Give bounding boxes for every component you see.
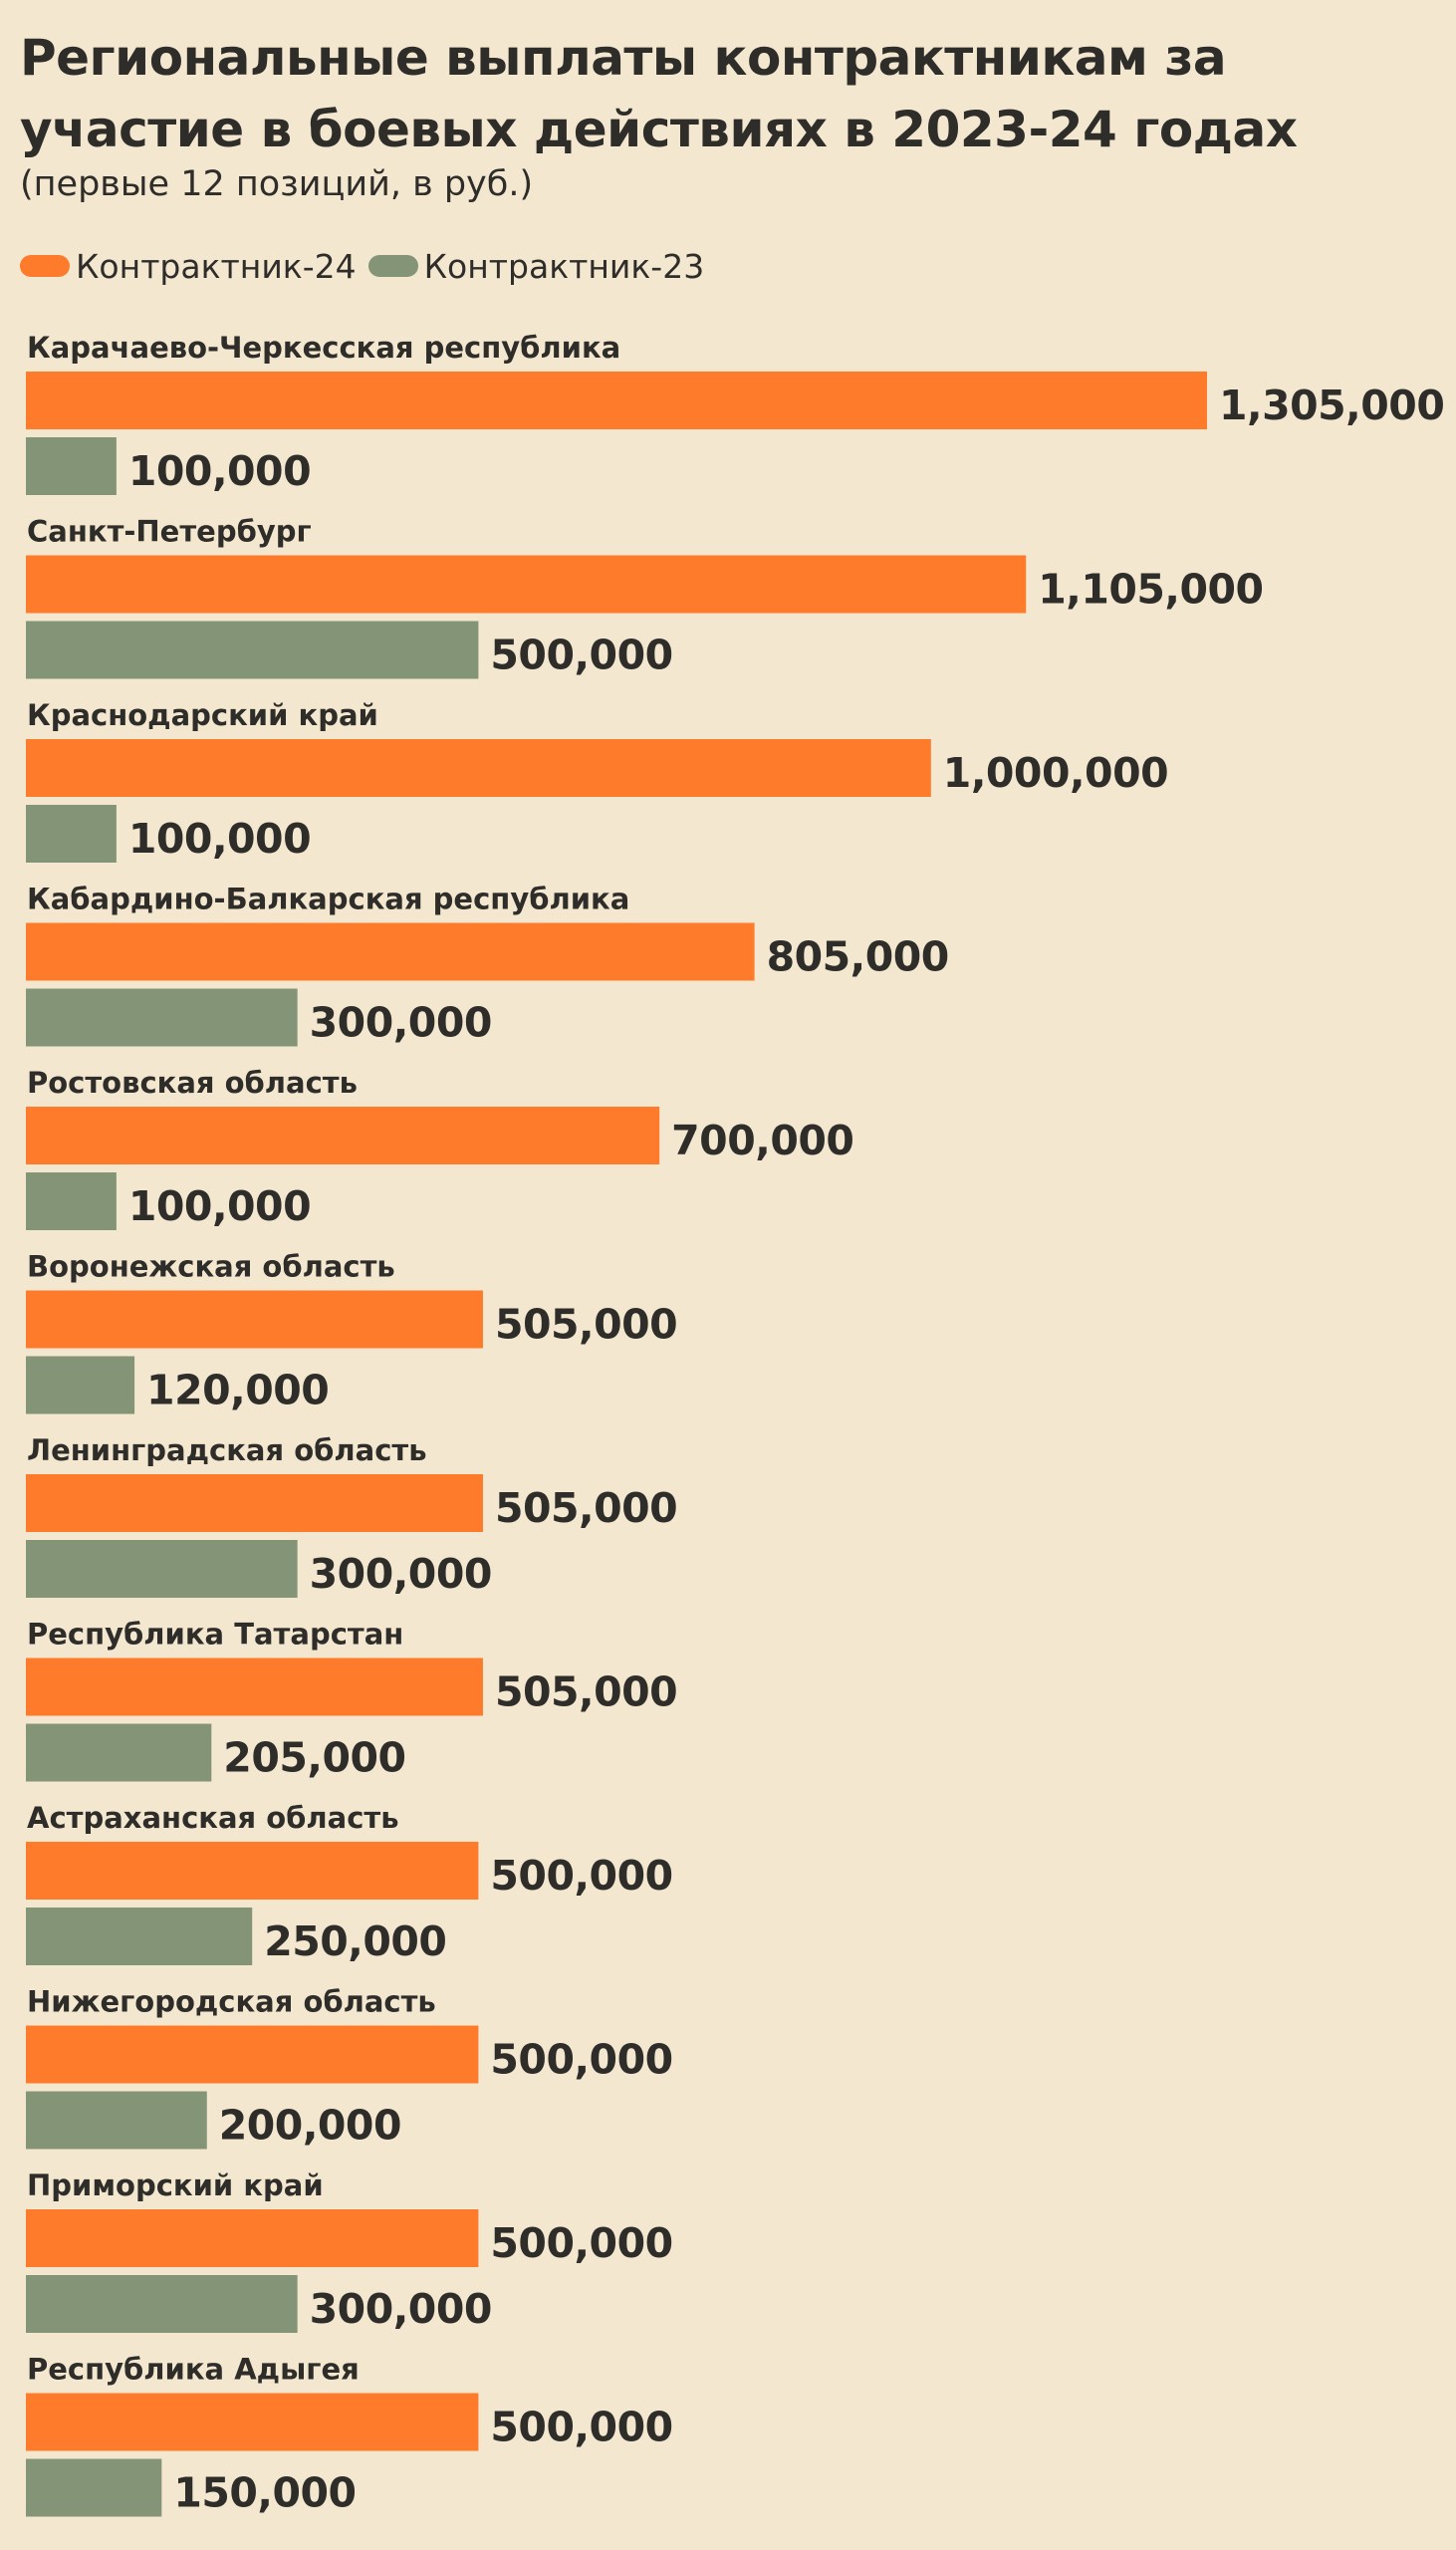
bar-group: Краснодарский край 1,000,000 100,000 [26,698,1169,863]
bar-2023 [26,437,117,495]
bar-group: Республика Адыгея 500,000 150,000 [26,2353,673,2517]
value-label-2024: 505,000 [495,1668,677,1716]
category-label: Ростовская область [27,1066,358,1100]
value-label-2024: 1,000,000 [943,749,1168,797]
bar-2024 [26,1842,479,1900]
value-label-2024: 1,305,000 [1219,382,1444,429]
value-label-2024: 500,000 [490,2036,672,2084]
chart-title: Региональные выплаты контрактникам за уч… [20,29,1298,158]
value-label-2023: 200,000 [219,2102,401,2150]
value-label-2023: 100,000 [128,1182,311,1230]
category-label: Нижегородская область [27,1985,436,2019]
value-label-2024: 505,000 [495,1484,677,1532]
category-label: Ленинградская область [27,1433,427,1467]
legend-item-2024: Контрактник-24 [20,247,357,286]
category-label: Воронежская область [27,1250,395,1284]
value-label-2024: 805,000 [767,933,949,981]
bar-2023 [26,805,117,863]
value-label-2024: 1,105,000 [1038,566,1263,614]
value-label-2023: 250,000 [264,1917,446,1965]
bar-2024 [26,1658,483,1716]
chart-subtitle: (первые 12 позиций, в руб.) [20,164,534,204]
value-label-2024: 700,000 [671,1117,853,1164]
bar-2023 [26,2458,162,2517]
legend: Контрактник-24 Контрактник-23 [20,245,716,287]
bar-2023 [26,1172,117,1230]
bar-2024 [26,1290,483,1349]
value-label-2023: 300,000 [310,1550,492,1598]
bar-2023 [26,1356,135,1414]
bar-2024 [26,555,1027,614]
value-label-2023: 205,000 [223,1734,405,1782]
category-label: Санкт-Петербург [27,515,312,549]
legend-swatch-2024 [20,255,70,277]
bar-2023 [26,1908,253,1965]
value-label-2023: 100,000 [128,447,311,495]
category-label: Кабардино-Балкарская республика [27,883,629,916]
bar-2024 [26,739,931,797]
bar-2024 [26,1474,483,1532]
bar-group: Республика Татарстан 505,000 205,000 [26,1618,678,1782]
bar-2023 [26,1540,298,1598]
bar-group: Санкт-Петербург 1,105,000 500,000 [26,515,1264,679]
bar-2024 [26,2209,479,2267]
category-label: Карачаево-Черкесская республика [27,331,620,365]
category-label: Республика Адыгея [27,2353,360,2387]
bar-group: Ростовская область 700,000 100,000 [26,1066,854,1230]
legend-label-2024: Контрактник-24 [76,246,357,286]
category-label: Астраханская область [27,1801,399,1835]
category-label: Приморский край [27,2168,324,2202]
bar-2024 [26,2025,479,2084]
legend-swatch-2023 [367,255,418,277]
value-label-2024: 500,000 [490,2219,672,2267]
bar-group: Астраханская область 500,000 250,000 [26,1801,673,1965]
value-label-2024: 500,000 [490,2404,672,2451]
value-label-2023: 500,000 [490,632,672,679]
bar-2023 [26,1723,212,1782]
legend-item-2023: Контрактник-23 [367,246,705,286]
value-label-2023: 300,000 [310,2285,492,2333]
bar-group: Приморский край 500,000 300,000 [26,2168,673,2333]
legend-label-2023: Контрактник-23 [423,246,705,286]
bar-2024 [26,2393,479,2451]
bar-2023 [26,621,479,679]
bar-2024 [26,372,1207,429]
bar-group: Воронежская область 505,000 120,000 [26,1250,678,1414]
bar-2023 [26,988,298,1047]
bar-group: Нижегородская область 500,000 200,000 [26,1985,673,2150]
value-label-2024: 505,000 [495,1301,677,1349]
bar-group: Карачаево-Черкесская республика 1,305,000… [26,331,1445,495]
category-label: Республика Татарстан [27,1618,403,1652]
category-label: Краснодарский край [27,698,378,732]
bar-2024 [26,922,755,981]
value-label-2023: 120,000 [146,1367,329,1414]
bar-2023 [26,2091,207,2150]
bar-group: Кабардино-Балкарская республика 805,000 30… [26,883,949,1047]
bar-2023 [26,2275,298,2333]
value-label-2023: 300,000 [310,999,492,1047]
value-label-2023: 150,000 [173,2469,356,2517]
bar-2024 [26,1107,660,1164]
value-label-2024: 500,000 [490,1852,672,1900]
value-label-2023: 100,000 [128,815,311,863]
